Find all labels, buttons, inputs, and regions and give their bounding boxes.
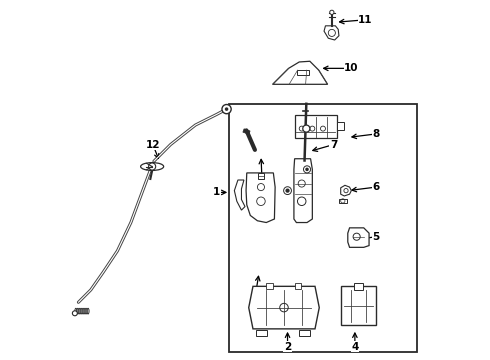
Text: 5: 5 [372,232,380,242]
Polygon shape [234,180,245,210]
Text: 4: 4 [351,342,359,352]
Text: 3: 3 [252,288,259,298]
Bar [229,104,417,352]
Polygon shape [324,26,339,40]
Polygon shape [348,228,369,247]
Circle shape [303,125,310,132]
Text: 12: 12 [146,140,160,149]
Text: 7: 7 [330,140,337,149]
Bar [294,283,301,289]
Circle shape [285,189,290,193]
Polygon shape [272,61,328,84]
FancyBboxPatch shape [294,115,337,138]
Polygon shape [249,286,319,329]
Bar [354,283,363,290]
Bar [258,173,264,179]
Circle shape [148,163,156,170]
Text: 8: 8 [372,129,380,139]
Bar [337,122,343,130]
Text: 9: 9 [258,175,266,185]
Bar [256,329,267,336]
Text: 10: 10 [344,63,359,73]
Circle shape [305,168,309,171]
Bar [243,129,250,134]
Polygon shape [297,70,309,76]
Circle shape [225,107,228,111]
Text: 11: 11 [358,15,373,25]
Text: 2: 2 [284,342,291,352]
Circle shape [73,311,77,316]
Text: 6: 6 [372,182,380,192]
Polygon shape [246,173,275,222]
Bar [299,329,310,336]
Polygon shape [294,159,312,222]
Text: 1: 1 [213,188,220,197]
Ellipse shape [141,163,164,170]
Circle shape [222,104,231,114]
Bar [339,199,347,203]
Bar [266,283,272,289]
Polygon shape [341,286,376,325]
Circle shape [330,10,334,14]
Polygon shape [341,185,351,196]
